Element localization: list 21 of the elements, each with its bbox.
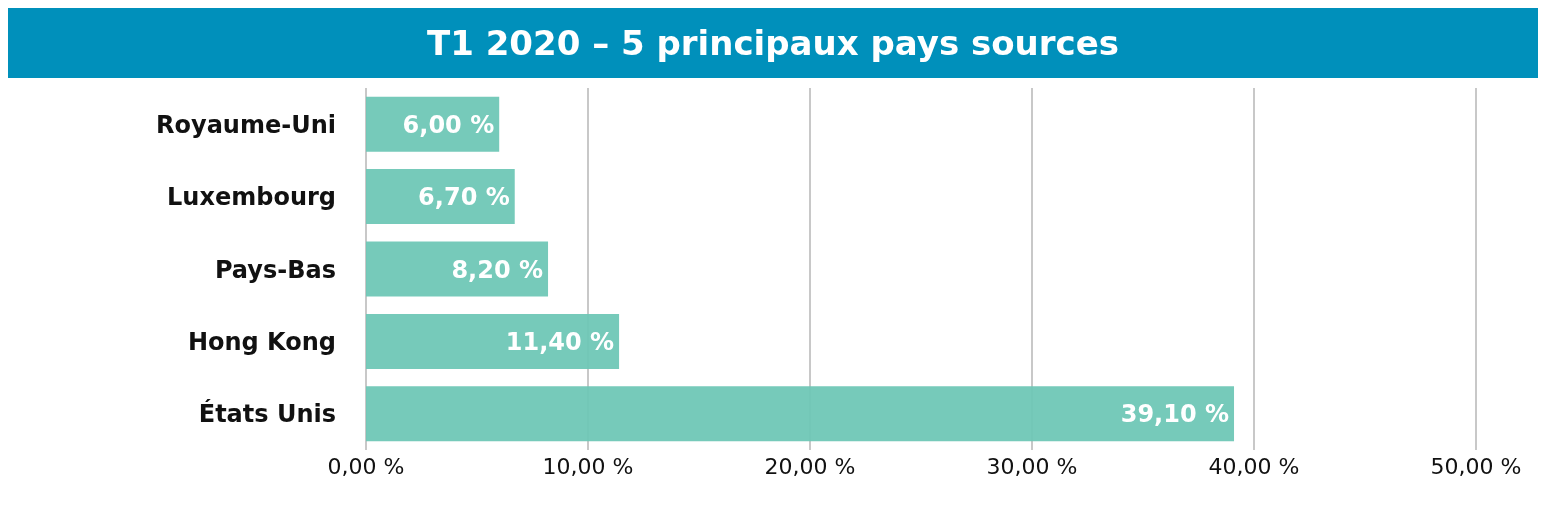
- data-label: 6,70 %: [418, 183, 510, 212]
- x-tick-label: 50,00 %: [1430, 453, 1522, 479]
- chart-title: T1 2020 – 5 principaux pays sources: [8, 8, 1538, 78]
- bar: [366, 169, 515, 225]
- data-label: 11,40 %: [505, 327, 615, 356]
- bar: [366, 241, 549, 297]
- y-tick-label: États Unis: [198, 399, 336, 429]
- x-tick-label: 0,00 %: [327, 453, 405, 479]
- y-tick-label: Luxembourg: [167, 183, 336, 212]
- x-tick-label: 20,00 %: [764, 453, 856, 479]
- x-tick-label: 10,00 %: [542, 453, 634, 479]
- data-label: 8,20 %: [451, 255, 544, 284]
- y-tick-label: Royaume-Uni: [156, 110, 336, 139]
- data-label: 6,00 %: [402, 110, 495, 139]
- x-tick-label: 30,00 %: [986, 453, 1078, 479]
- y-tick-label: Hong Kong: [187, 327, 336, 356]
- bar: [366, 313, 620, 369]
- x-tick-label: 40,00 %: [1208, 453, 1300, 479]
- data-label: 39,10 %: [1120, 400, 1230, 429]
- y-tick-label: Pays-Bas: [214, 255, 336, 284]
- bar: [366, 386, 1235, 442]
